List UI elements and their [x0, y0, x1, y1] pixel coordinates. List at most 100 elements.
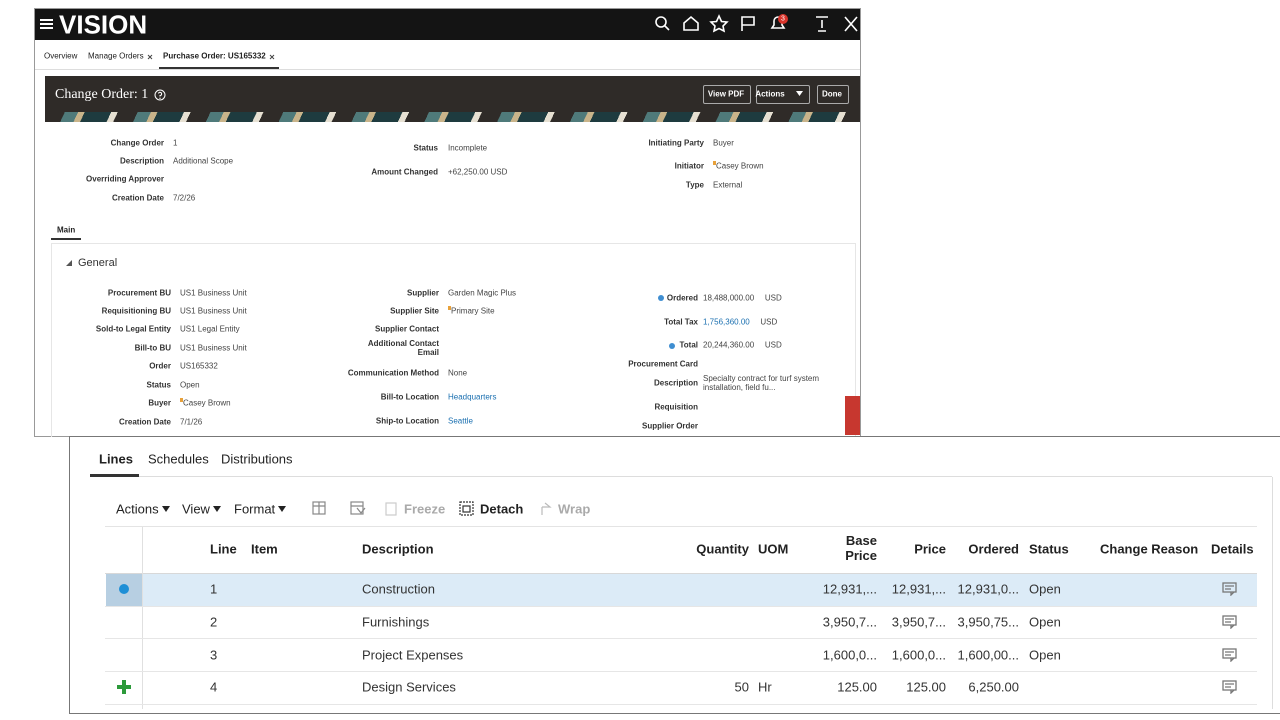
cell: Design Services: [362, 679, 456, 695]
lines-tab[interactable]: Schedules: [148, 451, 209, 467]
details-icon[interactable]: [1222, 582, 1238, 596]
toolbar-item[interactable]: Wrap: [558, 501, 591, 517]
toolbar-item[interactable]: Actions: [116, 501, 159, 517]
field-label: Initiator: [674, 161, 704, 171]
button[interactable]: Actions: [755, 89, 785, 99]
title-bar: [45, 76, 860, 113]
field-label: Creation Date: [118, 417, 171, 427]
field-label: Requisition: [654, 402, 698, 412]
cell: 1,600,0...: [891, 647, 946, 663]
toolbar-item[interactable]: Freeze: [404, 501, 446, 517]
field-value: Casey Brown: [716, 161, 764, 171]
row-rule: [105, 671, 1257, 672]
column-header: Change Reason: [1100, 541, 1199, 557]
selected-dot: [119, 584, 129, 594]
field-value: 7/2/26: [173, 193, 196, 203]
toolbar-item[interactable]: View: [182, 501, 210, 517]
field-unit: USD: [764, 340, 782, 350]
btn-frame[interactable]: [817, 85, 849, 104]
cell: 1: [210, 581, 218, 597]
details-icon[interactable]: [1222, 615, 1238, 629]
toolbar-item[interactable]: Detach: [480, 501, 524, 517]
side-tab[interactable]: [845, 396, 860, 435]
lines-tab[interactable]: Distributions: [221, 451, 293, 467]
row-rule: [105, 704, 1257, 705]
field-label: Procurement BU: [107, 288, 171, 298]
field-label: Total: [679, 340, 698, 350]
logo: VISION: [59, 9, 148, 40]
field-label: Bill-to BU: [134, 343, 171, 353]
field-unit: USD: [764, 293, 782, 303]
tab[interactable]: Purchase Order: US165332: [163, 51, 266, 61]
table-frame: [104, 477, 1273, 709]
button[interactable]: Done: [822, 89, 842, 99]
field-label: Communication Method: [347, 368, 439, 378]
toolbar-item[interactable]: Format: [234, 501, 276, 517]
field-label: Amount Changed: [371, 167, 438, 177]
button[interactable]: View PDF: [707, 89, 745, 99]
badge: 3: [781, 15, 785, 23]
cell: 6,250.00: [968, 679, 1019, 695]
collapse-icon[interactable]: [66, 260, 73, 267]
cell: 3,950,7...: [822, 614, 877, 630]
help-icon[interactable]: [154, 89, 166, 101]
field-value: Buyer: [713, 138, 734, 148]
field-label: Procurement Card: [628, 359, 698, 369]
field-value: 7/1/26: [180, 417, 203, 427]
row-rule: [105, 638, 1257, 639]
field-label: Ordered: [666, 293, 698, 303]
cell: Construction: [362, 581, 435, 597]
toolbar-rule: [105, 526, 1257, 527]
btn-frame[interactable]: [703, 85, 751, 104]
cell: 12,931,0...: [957, 581, 1019, 597]
field-value[interactable]: Seattle: [448, 416, 473, 426]
field-value[interactable]: 1,756,360.00: [703, 317, 750, 327]
field-value: Specialty contract for turf system insta…: [703, 373, 820, 392]
main-tab[interactable]: Main: [57, 225, 76, 235]
cell: Open: [1029, 581, 1061, 597]
toolbar-dropdowns[interactable]: [160, 505, 295, 513]
field-label: Overriding Approver: [86, 174, 164, 184]
cell: 125.00: [906, 679, 946, 695]
selector-col: [142, 527, 143, 709]
field-value: Casey Brown: [183, 398, 231, 408]
tab[interactable]: Manage Orders: [88, 51, 144, 61]
field-label: Initiating Party: [648, 138, 704, 148]
cell: 12,931,...: [822, 581, 877, 597]
cell: 2: [210, 614, 218, 630]
selected-row: [106, 574, 1257, 606]
details-icon[interactable]: [1222, 680, 1238, 694]
cell: 12,931,...: [891, 581, 946, 597]
lines-underline: [90, 474, 139, 477]
lines-tab[interactable]: Lines: [99, 451, 133, 467]
cell: Project Expenses: [362, 647, 464, 663]
toolbar-icons[interactable]: [310, 499, 600, 519]
field-label: Supplier: [406, 288, 439, 298]
page-title: Change Order: 1: [55, 87, 149, 102]
field-label: Description: [119, 156, 164, 166]
tab[interactable]: Overview: [44, 51, 78, 61]
field-label: Additional Contact Email: [367, 338, 439, 357]
field-label: Change Order: [110, 138, 164, 148]
field-value: None: [448, 368, 468, 378]
field-value: US1 Business Unit: [180, 306, 247, 316]
field-value[interactable]: Headquarters: [448, 392, 497, 402]
tabs-rule: [90, 476, 1272, 477]
cell: 125.00: [837, 679, 877, 695]
column-header: Quantity: [696, 541, 749, 557]
cell: 4: [210, 679, 218, 695]
field-value: Primary Site: [451, 306, 495, 316]
flag-icon: [448, 306, 451, 310]
tab-close-icons[interactable]: [146, 53, 286, 61]
field-value: Open: [180, 380, 200, 390]
details-icon[interactable]: [1222, 648, 1238, 662]
btn-frame[interactable]: [756, 85, 810, 104]
nav-icons[interactable]: [652, 14, 862, 34]
field-value: +62,250.00 USD: [448, 167, 508, 177]
menu-icon[interactable]: [40, 17, 54, 31]
cell: 3,950,7...: [891, 614, 946, 630]
cell: 3: [210, 647, 218, 663]
field-label: Bill-to Location: [380, 392, 439, 402]
